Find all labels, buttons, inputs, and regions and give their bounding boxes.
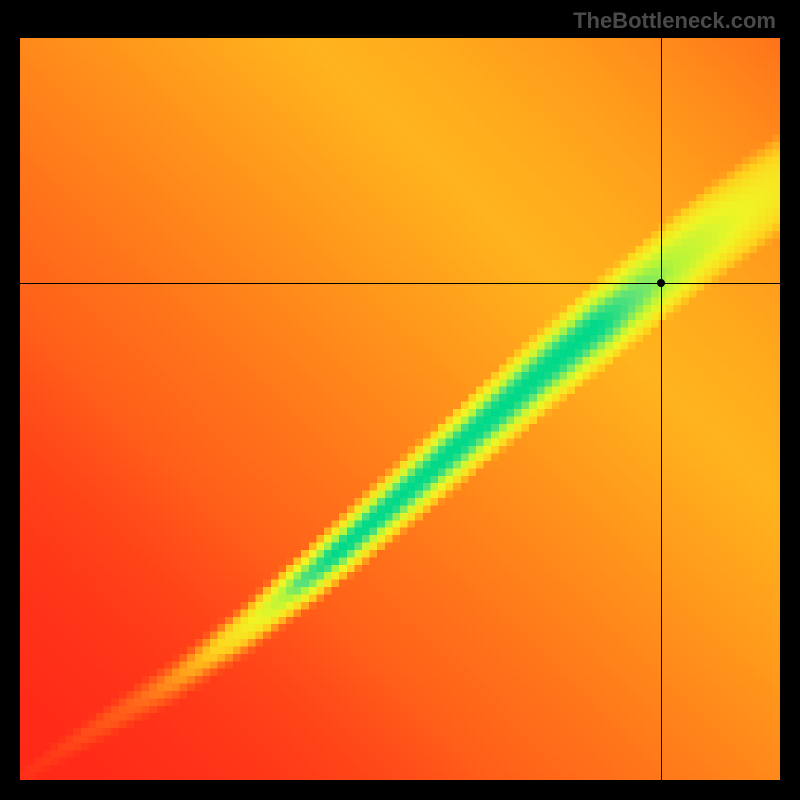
crosshair-vertical: [661, 38, 662, 780]
heatmap-canvas: [20, 38, 780, 780]
heatmap-plot: [20, 38, 780, 780]
watermark-text: TheBottleneck.com: [573, 8, 776, 34]
crosshair-marker: [657, 279, 665, 287]
crosshair-horizontal: [20, 283, 780, 284]
